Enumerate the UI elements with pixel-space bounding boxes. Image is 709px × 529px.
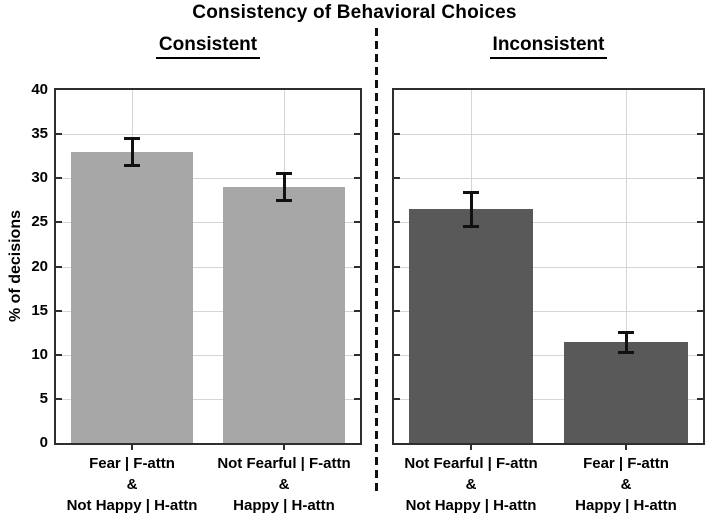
error-bar-consistent-1	[276, 172, 292, 203]
x-tick-mark	[625, 445, 627, 450]
y-tick-mark	[354, 221, 360, 224]
y-tick-mark	[697, 177, 703, 180]
y-tick-mark	[354, 265, 360, 268]
y-tick-mark	[394, 309, 400, 312]
plot-area-inconsistent	[392, 88, 705, 450]
y-tick-mark	[697, 221, 703, 224]
y-tick-label: 0	[39, 434, 48, 451]
y-tick-label: 20	[31, 257, 48, 275]
x-tick-mark	[283, 445, 285, 450]
y-tick-mark	[394, 133, 400, 136]
gridline-horizontal	[56, 266, 360, 268]
plot-area-consistent	[54, 88, 362, 450]
error-bar-stem	[130, 136, 134, 167]
y-tick-label: 10	[31, 345, 48, 363]
y-tick-mark	[697, 133, 703, 136]
bar-consistent-0	[71, 151, 193, 443]
y-tick-mark	[56, 353, 62, 356]
bar-inconsistent-1	[564, 342, 688, 443]
x-tick-label-line: Happy | H-attn	[575, 497, 677, 514]
y-tick-mark	[394, 397, 400, 400]
y-tick-mark	[697, 309, 703, 312]
x-tick-label-line: Fear | F-attn	[89, 455, 175, 472]
y-tick-mark	[697, 353, 703, 356]
gridline-vertical	[625, 90, 627, 443]
y-tick-mark	[354, 309, 360, 312]
panel-header-inconsistent: Inconsistent	[392, 34, 705, 59]
bar-consistent-1	[223, 187, 345, 443]
y-tick-label: 5	[39, 389, 48, 407]
x-tick-mark	[131, 445, 133, 450]
gridline-horizontal	[394, 134, 703, 136]
y-tick-mark	[394, 265, 400, 268]
gridline-horizontal	[394, 266, 703, 268]
y-tick-mark	[56, 133, 62, 136]
x-tick-label-line: Not Fearful | F-attn	[217, 455, 351, 472]
y-tick-label: 35	[31, 125, 48, 143]
y-tick-mark	[56, 265, 62, 268]
x-tick-label-line: Fear | F-attn	[583, 455, 669, 472]
y-tick-mark	[394, 353, 400, 356]
y-tick-mark	[394, 177, 400, 180]
y-tick-mark	[56, 177, 62, 180]
gridline-horizontal	[394, 310, 703, 312]
x-tick-label-line: &	[126, 476, 138, 493]
gridline-horizontal	[394, 354, 703, 356]
x-tick-label-line: &	[278, 476, 290, 493]
y-tick-mark	[697, 397, 703, 400]
error-bar-stem	[282, 172, 286, 203]
x-tick-label-line: &	[465, 476, 477, 493]
x-tick-mark	[470, 445, 472, 450]
x-tick-label-line: Not Happy | H-attn	[405, 497, 537, 514]
error-bar-consistent-0	[124, 136, 140, 167]
bar-inconsistent-0	[409, 209, 533, 443]
panel-divider-dashed-line	[375, 28, 378, 492]
y-tick-mark	[56, 309, 62, 312]
gridline-horizontal	[56, 178, 360, 180]
gridline-horizontal	[56, 398, 360, 400]
y-tick-mark	[354, 397, 360, 400]
gridline-horizontal	[394, 222, 703, 224]
x-tick-label: Fear | F-attn & Not Happy | H-attn	[20, 453, 244, 516]
y-tick-mark	[354, 353, 360, 356]
x-tick-label-line: Not Fearful | F-attn	[404, 455, 538, 472]
x-tick-label-line: &	[620, 476, 632, 493]
gridline-horizontal	[394, 398, 703, 400]
x-tick-label-line: Not Happy | H-attn	[66, 497, 198, 514]
y-tick-mark	[354, 177, 360, 180]
x-tick-label: Fear | F-attn & Happy | H-attn	[514, 453, 709, 516]
error-bar-inconsistent-1	[618, 330, 634, 354]
error-bar-stem	[624, 330, 628, 354]
gridline-horizontal	[394, 178, 703, 180]
x-tick-label-line: Happy | H-attn	[233, 497, 335, 514]
gridline-horizontal	[56, 354, 360, 356]
y-tick-label: 40	[31, 81, 48, 98]
chart-title: Consistency of Behavioral Choices	[192, 2, 517, 23]
y-tick-mark	[56, 221, 62, 224]
gridline-horizontal	[56, 134, 360, 136]
y-tick-mark	[354, 133, 360, 136]
x-tick-label: Not Fearful | F-attn & Happy | H-attn	[172, 453, 396, 516]
gridline-horizontal	[56, 222, 360, 224]
y-tick-label: 15	[31, 301, 48, 319]
error-bar-stem	[469, 190, 473, 228]
y-tick-mark	[56, 397, 62, 400]
panel-header-consistent: Consistent	[54, 34, 362, 59]
panel-header-consistent-label: Consistent	[155, 34, 261, 59]
error-bar-inconsistent-0	[463, 190, 479, 228]
panel-header-inconsistent-label: Inconsistent	[489, 34, 608, 59]
gridline-horizontal	[56, 310, 360, 312]
y-tick-mark	[394, 221, 400, 224]
y-tick-label: 25	[31, 213, 48, 231]
y-tick-mark	[697, 265, 703, 268]
y-tick-label: 30	[31, 169, 48, 187]
x-tick-label: Not Fearful | F-attn & Not Happy | H-attn	[359, 453, 583, 516]
